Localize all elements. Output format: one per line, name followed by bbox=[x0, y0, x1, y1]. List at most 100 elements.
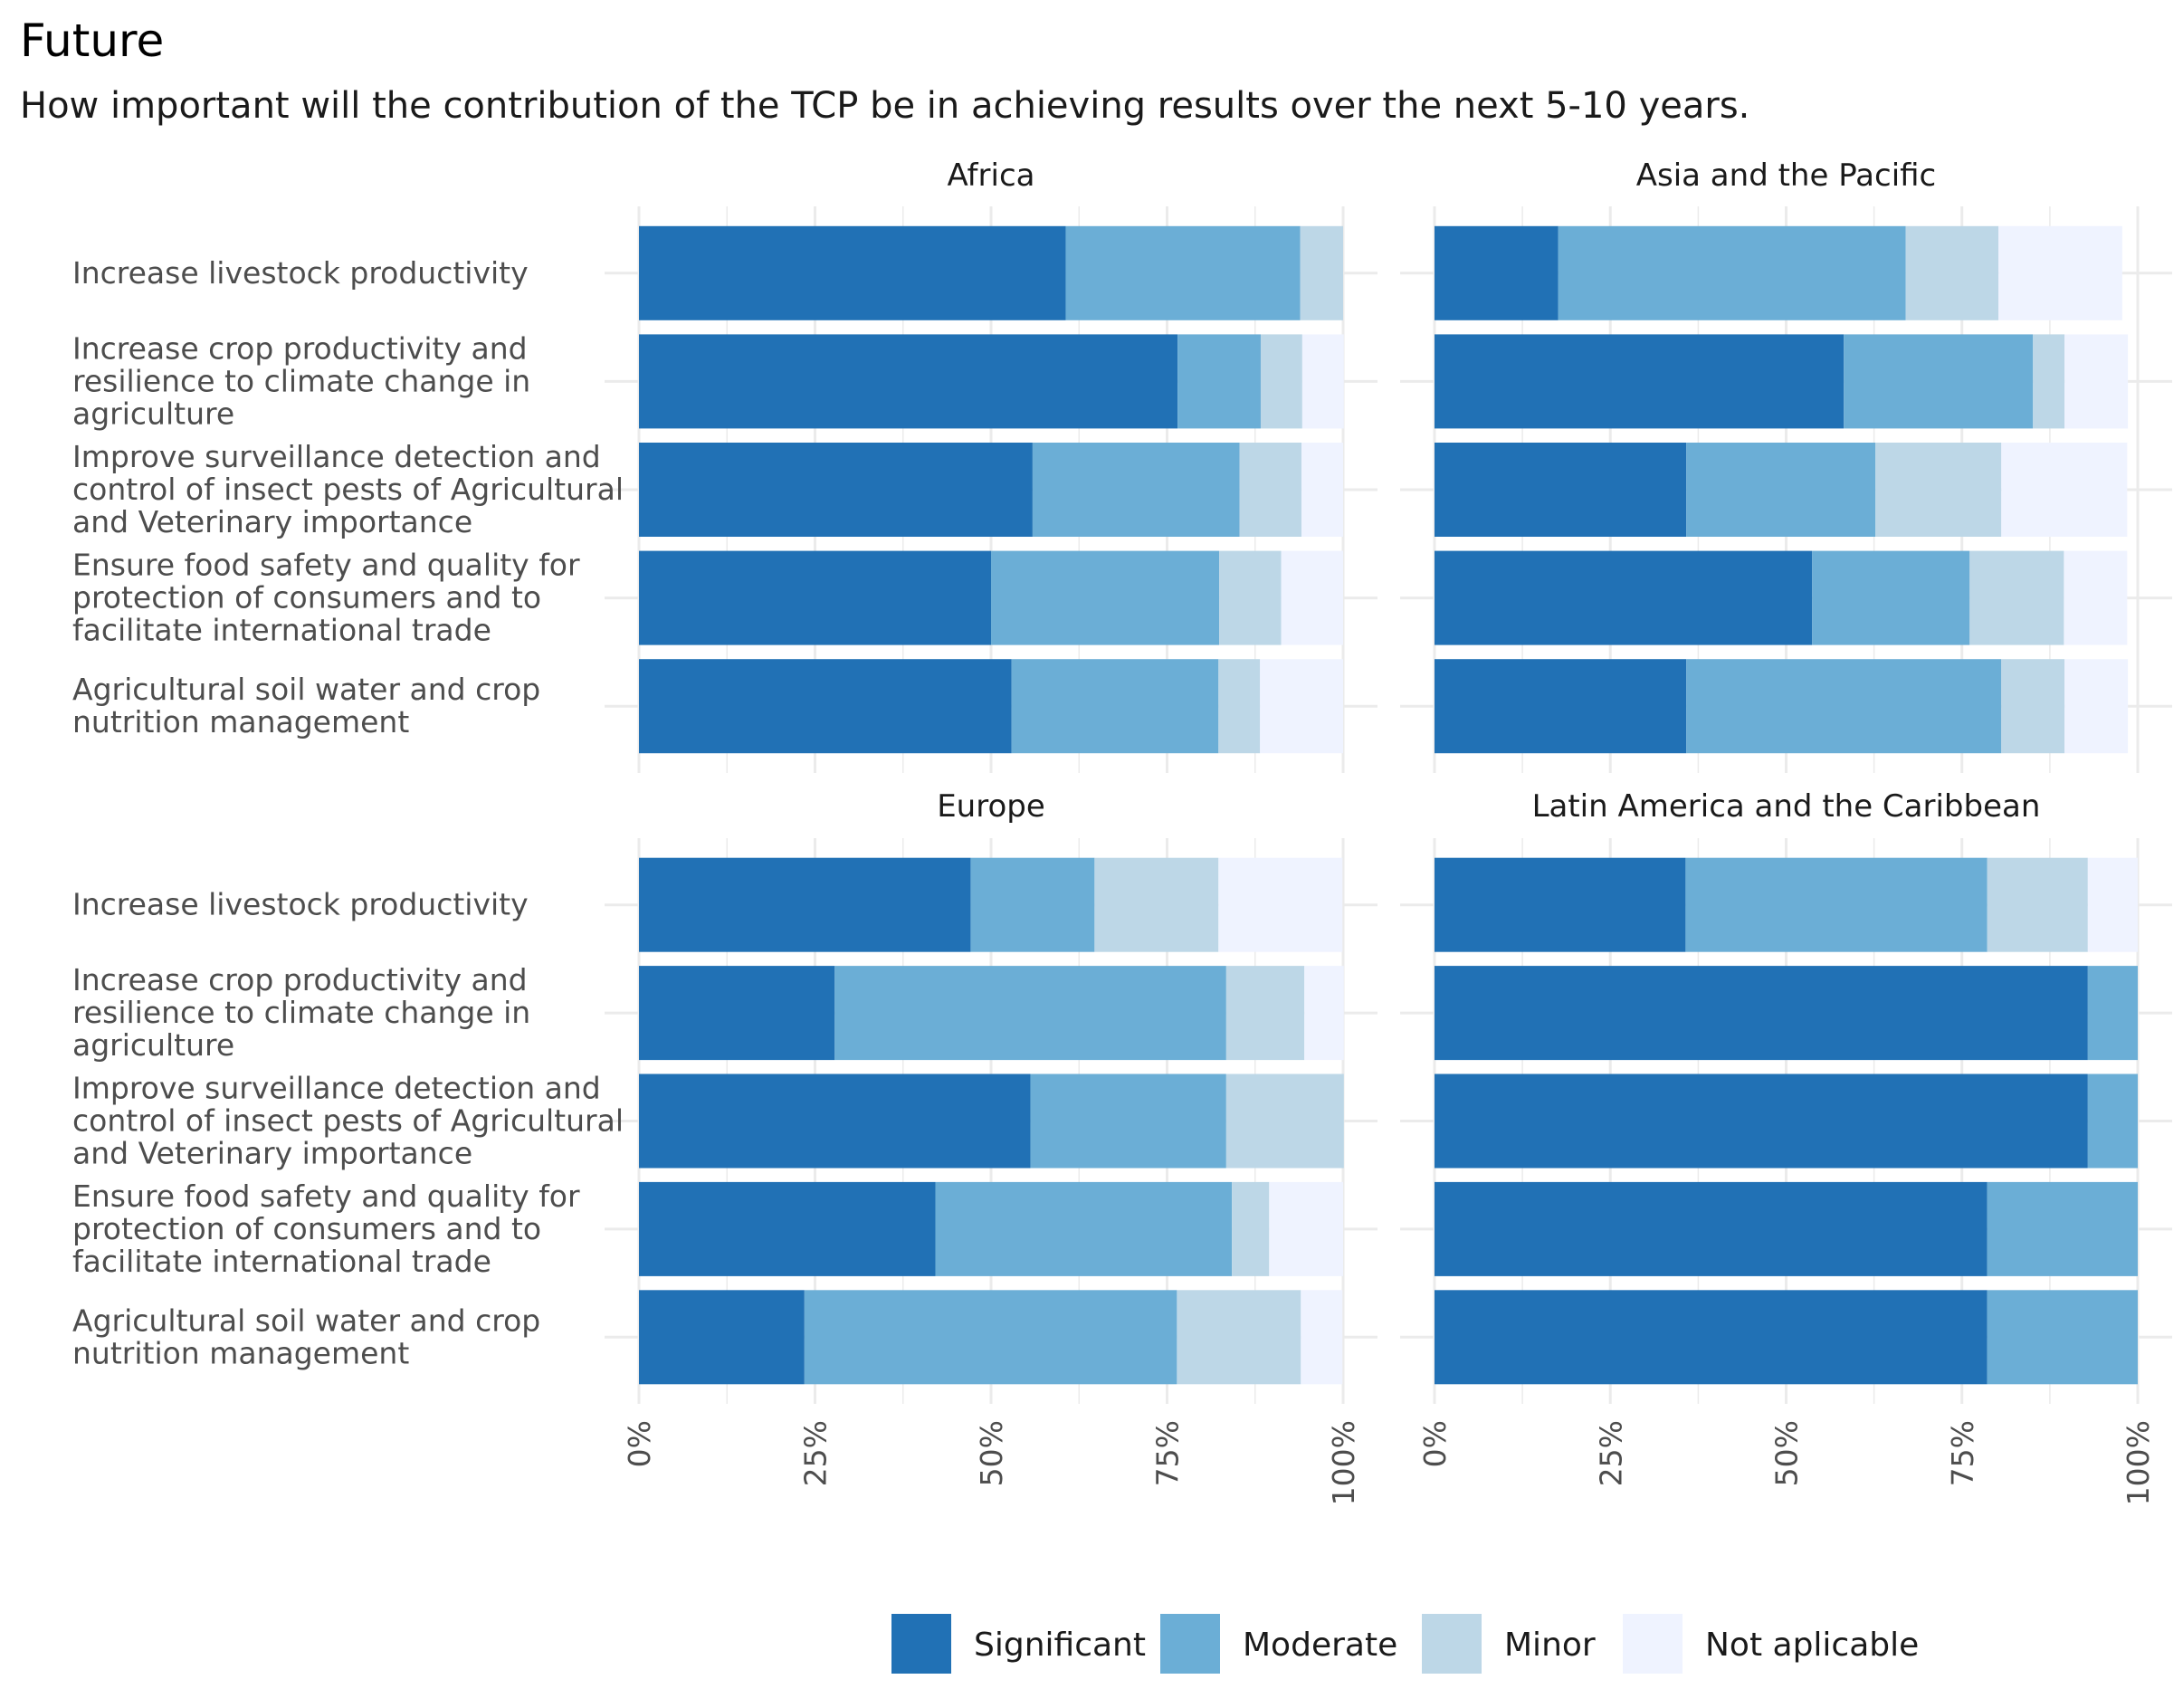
bar-europe-4-minor bbox=[1232, 1181, 1270, 1276]
bar-asia-and-the-pacific-3-significant bbox=[1435, 443, 1687, 537]
bar-asia-and-the-pacific-1-not-aplicable bbox=[1998, 225, 2122, 320]
bar-africa-3-significant bbox=[639, 443, 1033, 537]
bar-asia-and-the-pacific-4-minor bbox=[1969, 550, 2064, 645]
panel-africa: Africa Increase livestock productivity Inc… bbox=[72, 157, 1377, 773]
bar-europe-5-moderate bbox=[804, 1290, 1177, 1385]
legend-swatch bbox=[1160, 1614, 1220, 1674]
bar-africa-3-moderate bbox=[1032, 443, 1240, 537]
bar-africa-1-minor bbox=[1300, 225, 1343, 320]
bar-europe-3-minor bbox=[1225, 1073, 1344, 1169]
bar-latin-america-and-the-caribbean-2-significant bbox=[1435, 966, 2088, 1061]
chart-title: Future bbox=[20, 14, 164, 67]
bar-europe-5-minor bbox=[1177, 1290, 1301, 1385]
legend-item-minor: Minor bbox=[1422, 1614, 1596, 1674]
bar-asia-and-the-pacific-5-not-aplicable bbox=[2064, 659, 2129, 754]
bar-africa-2-not-aplicable bbox=[1301, 334, 1344, 429]
legend-swatch bbox=[891, 1614, 951, 1674]
legend: Significant Moderate Minor Not aplicable bbox=[891, 1614, 1919, 1674]
bar-asia-and-the-pacific-1-moderate bbox=[1558, 225, 1906, 320]
category-label: Ensure food safety and quality for protec… bbox=[72, 1178, 580, 1279]
category-label: Improve surveillance detection and contro… bbox=[72, 1071, 624, 1171]
bar-europe-4-not-aplicable bbox=[1269, 1181, 1343, 1276]
legend-swatch bbox=[1422, 1614, 1482, 1674]
bar-africa-4-minor bbox=[1219, 550, 1282, 645]
bar-europe-2-moderate bbox=[834, 966, 1226, 1061]
facet-panels: Africa Increase livestock productivity Inc… bbox=[72, 157, 2172, 1505]
bar-europe-1-minor bbox=[1094, 857, 1219, 952]
legend-item-moderate: Moderate bbox=[1160, 1614, 1397, 1674]
x-tick-label: 100% bbox=[1326, 1420, 1361, 1505]
legend-label: Significant bbox=[974, 1627, 1146, 1664]
bar-asia-and-the-pacific-2-moderate bbox=[1844, 334, 2034, 429]
x-tick-label: 50% bbox=[1769, 1420, 1805, 1486]
bar-africa-2-moderate bbox=[1177, 334, 1261, 429]
bar-europe-4-moderate bbox=[935, 1181, 1233, 1276]
legend-label: Minor bbox=[1504, 1627, 1596, 1664]
x-tick-label: 75% bbox=[1945, 1420, 1980, 1486]
facet-title-europe: Europe bbox=[937, 788, 1045, 825]
bar-latin-america-and-the-caribbean-3-significant bbox=[1435, 1073, 2088, 1169]
bar-latin-america-and-the-caribbean-5-significant bbox=[1435, 1290, 1988, 1385]
bar-africa-5-moderate bbox=[1011, 659, 1219, 754]
panel-latin-america-and-the-caribbean: Latin America and the Caribbean 0% 25% 50% 7… bbox=[1400, 788, 2172, 1505]
bar-latin-america-and-the-caribbean-4-moderate bbox=[1987, 1181, 2138, 1276]
bar-asia-and-the-pacific-1-minor bbox=[1905, 225, 1999, 320]
legend-label: Not aplicable bbox=[1705, 1627, 1919, 1664]
bar-africa-5-significant bbox=[639, 659, 1012, 754]
bar-africa-5-minor bbox=[1218, 659, 1261, 754]
bar-africa-1-significant bbox=[639, 225, 1066, 320]
bar-latin-america-and-the-caribbean-1-significant bbox=[1435, 857, 1686, 952]
chart-subtitle: How important will the contribution of t… bbox=[20, 85, 1749, 127]
bar-latin-america-and-the-caribbean-5-moderate bbox=[1987, 1290, 2138, 1385]
legend-label: Moderate bbox=[1243, 1627, 1397, 1664]
facet-title-asia-and-the-pacific: Asia and the Pacific bbox=[1636, 157, 1937, 194]
bar-africa-5-not-aplicable bbox=[1260, 659, 1343, 754]
category-label: Increase crop productivity and resilience… bbox=[72, 330, 530, 431]
bar-asia-and-the-pacific-2-significant bbox=[1435, 334, 1845, 429]
x-tick-label: 100% bbox=[2121, 1420, 2156, 1505]
bar-africa-3-minor bbox=[1239, 443, 1302, 537]
x-tick-label: 25% bbox=[798, 1420, 834, 1486]
bar-europe-4-significant bbox=[639, 1181, 936, 1276]
facet-title-africa: Africa bbox=[948, 157, 1035, 194]
panel-asia-and-the-pacific: Asia and the Pacific bbox=[1400, 157, 2172, 773]
bar-europe-1-not-aplicable bbox=[1218, 857, 1343, 952]
bar-asia-and-the-pacific-5-significant bbox=[1435, 659, 1687, 754]
bar-latin-america-and-the-caribbean-2-moderate bbox=[2087, 966, 2138, 1061]
bar-europe-1-significant bbox=[639, 857, 971, 952]
bar-asia-and-the-pacific-3-minor bbox=[1875, 443, 2002, 537]
bar-africa-4-moderate bbox=[991, 550, 1220, 645]
legend-swatch bbox=[1623, 1614, 1683, 1674]
bar-europe-2-minor bbox=[1225, 966, 1305, 1061]
legend-item-not-aplicable: Not aplicable bbox=[1623, 1614, 1919, 1674]
bar-latin-america-and-the-caribbean-1-not-aplicable bbox=[2087, 857, 2138, 952]
bar-latin-america-and-the-caribbean-1-minor bbox=[1987, 857, 2088, 952]
category-label: Agricultural soil water and crop nutritio… bbox=[72, 672, 540, 739]
bar-asia-and-the-pacific-3-moderate bbox=[1686, 443, 1876, 537]
bar-africa-3-not-aplicable bbox=[1301, 443, 1343, 537]
bar-asia-and-the-pacific-4-moderate bbox=[1812, 550, 1970, 645]
bar-latin-america-and-the-caribbean-3-moderate bbox=[2087, 1073, 2138, 1169]
bar-africa-2-minor bbox=[1260, 334, 1302, 429]
bar-asia-and-the-pacific-5-moderate bbox=[1686, 659, 2002, 754]
category-label: Ensure food safety and quality for protec… bbox=[72, 548, 580, 648]
x-tick-label: 25% bbox=[1593, 1420, 1628, 1486]
bar-asia-and-the-pacific-1-significant bbox=[1435, 225, 1559, 320]
bar-europe-3-moderate bbox=[1030, 1073, 1226, 1169]
bar-latin-america-and-the-caribbean-1-moderate bbox=[1685, 857, 1988, 952]
x-tick-label: 0% bbox=[1417, 1420, 1453, 1467]
bar-europe-5-significant bbox=[639, 1290, 805, 1385]
category-label: Increase livestock productivity bbox=[72, 887, 529, 922]
bar-latin-america-and-the-caribbean-4-significant bbox=[1435, 1181, 1988, 1276]
bar-europe-5-not-aplicable bbox=[1301, 1290, 1343, 1385]
bar-africa-4-significant bbox=[639, 550, 991, 645]
bar-europe-1-moderate bbox=[970, 857, 1095, 952]
bar-europe-3-significant bbox=[639, 1073, 1031, 1169]
bar-asia-and-the-pacific-4-not-aplicable bbox=[2064, 550, 2128, 645]
bar-asia-and-the-pacific-4-significant bbox=[1435, 550, 1813, 645]
category-label: Improve surveillance detection and contro… bbox=[72, 439, 624, 539]
bar-asia-and-the-pacific-2-minor bbox=[2033, 334, 2065, 429]
panel-europe: Europe Increase livestock productivity Inc… bbox=[72, 788, 1377, 1505]
bar-africa-4-not-aplicable bbox=[1281, 550, 1343, 645]
